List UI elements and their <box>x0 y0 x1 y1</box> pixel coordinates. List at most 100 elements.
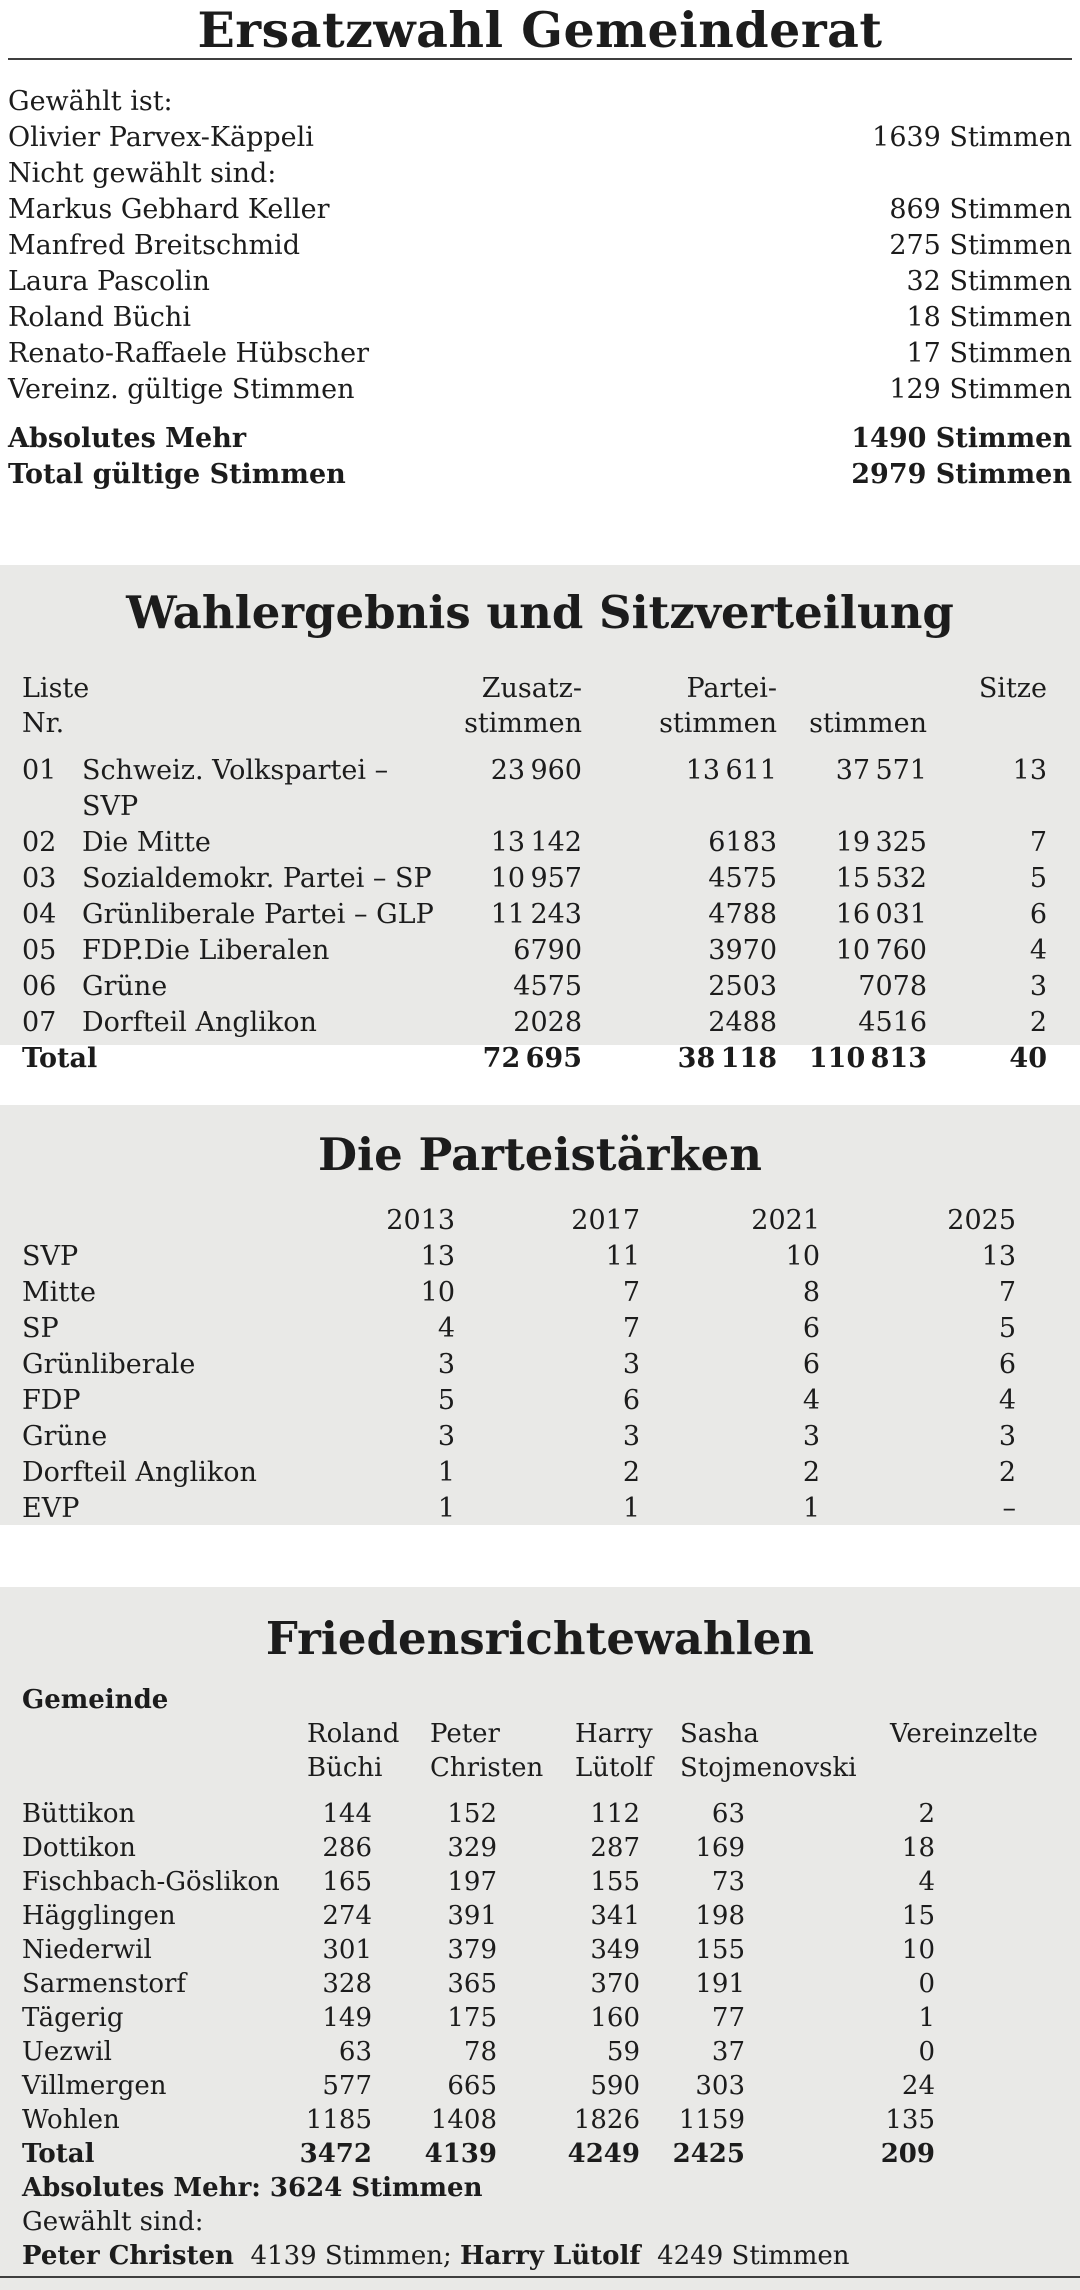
list-row: Vereinz. gültige Stimmen 129 Stimmen <box>8 372 1072 408</box>
elected-votes: 4249 Stimmen <box>657 2241 850 2271</box>
col-header-zusatz: Zusatz- <box>481 673 582 704</box>
votes-stojmenovski: 63 <box>711 1799 745 1829</box>
votes-luetolf: 160 <box>590 2003 640 2033</box>
votes-christen: 391 <box>447 1901 497 1931</box>
party-name: FDP <box>22 1385 81 1416</box>
candidate-name: Renato-Raffaele Hübscher <box>8 338 369 369</box>
party-name: Grüne <box>82 971 168 1002</box>
col-header-stimmen: stimmen <box>809 708 927 739</box>
party-name: Sozialdemokr. Partei – SP <box>82 863 432 894</box>
parteistimmen: 2488 <box>708 1007 777 1038</box>
gemeinde-name: Hägglingen <box>22 1901 176 1931</box>
votes-buechi: 1185 <box>305 2105 372 2135</box>
candidate-votes: 17 Stimmen <box>906 338 1073 369</box>
seats-2017: 3 <box>622 1349 640 1380</box>
parteistimmen: 4575 <box>708 863 777 894</box>
not-elected-label: Nicht gewählt sind: <box>8 158 277 189</box>
stimmen: 15 532 <box>835 863 927 894</box>
seats-2025: 2 <box>998 1457 1016 1488</box>
candidate-first-name: Peter <box>430 1719 500 1749</box>
vote-summary: Absolutes Mehr 1490 Stimmen Total gültig… <box>8 421 1072 493</box>
seats-2025: 6 <box>998 1349 1016 1380</box>
seats-2025: 5 <box>998 1313 1016 1344</box>
votes-buechi: 286 <box>322 1833 372 1863</box>
votes-stojmenovski: 198 <box>695 1901 745 1931</box>
seats-2013: 5 <box>437 1385 455 1416</box>
zusatzstimmen: 4575 <box>513 971 582 1002</box>
seats-2021: 1 <box>802 1493 820 1524</box>
summary-votes: 2979 Stimmen <box>851 459 1072 490</box>
gewaehlt-line: Peter Christen 4139 Stimmen; Harry Lütol… <box>0 2239 1080 2273</box>
votes-vereinzelte: 4 <box>918 1867 935 1897</box>
seats-2017: 1 <box>622 1493 640 1524</box>
candidate-first-name: Harry <box>575 1719 653 1749</box>
party-name: EVP <box>22 1493 80 1524</box>
list-nr: 04 <box>22 899 57 930</box>
votes-christen: 175 <box>447 2003 497 2033</box>
seat-distribution-title: Wahlergebnis und Sitzverteilung <box>126 586 954 639</box>
votes-vereinzelte: 15 <box>901 1901 935 1931</box>
col-header-nr: Nr. <box>22 708 65 739</box>
gemeinde-name: Wohlen <box>22 2105 120 2135</box>
candidate-last-name: Lütolf <box>575 1753 654 1783</box>
bottom-divider <box>0 2276 1080 2278</box>
stimmen: 7078 <box>858 971 927 1002</box>
seats-2025: – <box>1002 1493 1017 1524</box>
candidate-votes: 1639 Stimmen <box>872 122 1072 153</box>
candidate-first-name: Roland <box>307 1719 400 1749</box>
votes-luetolf: 349 <box>590 1935 640 1965</box>
seats-2021: 6 <box>802 1349 820 1380</box>
list-nr: 07 <box>22 1007 57 1038</box>
candidate-votes: 18 Stimmen <box>906 302 1073 333</box>
votes-luetolf: 370 <box>590 1969 640 1999</box>
votes-luetolf: 341 <box>590 1901 640 1931</box>
candidate-first-name: Sasha <box>680 1719 759 1749</box>
seats-2021: 3 <box>802 1421 820 1452</box>
seat-distribution-panel: Wahlergebnis und Sitzverteilung Liste Zu… <box>0 565 1080 1074</box>
party-name: Schweiz. Volkspartei – SVP <box>82 755 389 822</box>
col-header-liste: Liste <box>22 673 90 704</box>
sitze: 7 <box>1029 827 1047 858</box>
year-header: 2017 <box>571 1205 640 1236</box>
gemeinderat-section: Ersatzwahl Gemeinderat Gewählt ist: Oliv… <box>0 0 1080 565</box>
seats-2013: 4 <box>437 1313 455 1344</box>
votes-stojmenovski: 155 <box>695 1935 745 1965</box>
votes-vereinzelte: 10 <box>901 1935 935 1965</box>
list-row: Olivier Parvex-Käppeli 1639 Stimmen <box>8 120 1072 156</box>
zusatzstimmen: 23 960 <box>490 755 582 786</box>
list-row: Gewählt ist: <box>8 84 1072 120</box>
candidate-header-row: Roland Büchi Peter Christen Harry Lütolf… <box>0 1717 1080 1785</box>
votes-vereinzelte: 1 <box>918 2003 935 2033</box>
zusatzstimmen: 10 957 <box>490 863 582 894</box>
stimmen: 4516 <box>858 1007 927 1038</box>
votes-buechi: 63 <box>338 2037 372 2067</box>
votes-luetolf: 59 <box>606 2037 640 2067</box>
votes-vereinzelte: 24 <box>901 2071 935 2101</box>
sitze: 5 <box>1029 863 1047 894</box>
party-strength-panel: Die Parteistärken 2013 2017 2021 2025 SV… <box>0 1105 1080 1525</box>
gemeinde-name: Sarmenstorf <box>22 1969 187 1999</box>
total-label: Total <box>22 2139 95 2169</box>
gemeinde-name: Uezwil <box>22 2037 112 2067</box>
seats-2021: 4 <box>802 1385 820 1416</box>
party-name: Mitte <box>22 1277 96 1308</box>
seats-2021: 6 <box>802 1313 820 1344</box>
seats-2017: 6 <box>622 1385 640 1416</box>
elected-label: Gewählt ist: <box>8 86 173 117</box>
gewaehlt-label: Gewählt sind: <box>22 2207 204 2237</box>
list-nr: 05 <box>22 935 57 966</box>
votes-stojmenovski: 169 <box>695 1833 745 1863</box>
sitze: 4 <box>1029 935 1047 966</box>
year-header: 2021 <box>751 1205 820 1236</box>
votes-christen: 665 <box>447 2071 497 2101</box>
seats-2013: 13 <box>420 1241 455 1272</box>
votes-christen: 78 <box>463 2037 497 2067</box>
gemeinde-name: Tägerig <box>22 2003 124 2033</box>
zusatzstimmen: 11 243 <box>490 899 582 930</box>
list-row: Roland Büchi 18 Stimmen <box>8 300 1072 336</box>
gemeinde-name: Büttikon <box>22 1799 136 1829</box>
summary-row: Absolutes Mehr 1490 Stimmen <box>8 421 1072 457</box>
year-header: 2025 <box>947 1205 1016 1236</box>
sitze: 2 <box>1029 1007 1047 1038</box>
votes-buechi: 165 <box>322 1867 372 1897</box>
